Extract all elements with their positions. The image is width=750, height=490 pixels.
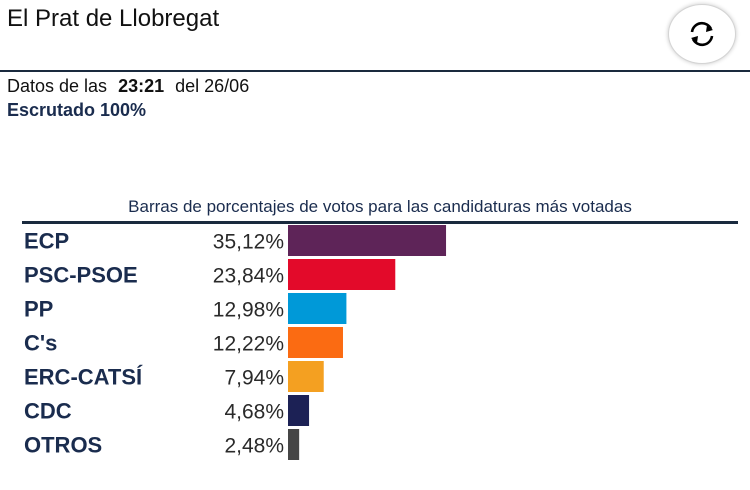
value-label: 12,98% [213, 299, 284, 322]
bar [288, 327, 343, 358]
refresh-button[interactable] [668, 4, 736, 64]
city-title: El Prat de Llobregat [7, 5, 220, 32]
category-label: OTROS [24, 433, 102, 458]
bar [288, 429, 300, 460]
value-label: 12,22% [213, 333, 284, 356]
update-date: del 26/06 [175, 76, 250, 96]
update-time-line: Datos de las 23:21 del 26/06 [7, 76, 249, 97]
value-label: 4,68% [224, 401, 284, 424]
bar [288, 395, 310, 426]
value-label: 2,48% [224, 435, 284, 458]
category-label: C's [24, 331, 57, 356]
category-label: CDC [24, 399, 72, 424]
category-label: PSC-PSOE [24, 263, 138, 288]
scrutiny-status: Escrutado 100% [7, 100, 147, 120]
chart-title: Barras de porcentajes de votos para las … [128, 197, 632, 216]
update-prefix: Datos de las [7, 76, 108, 96]
bar [288, 225, 447, 256]
bar [288, 259, 396, 290]
refresh-icon [690, 21, 714, 47]
value-label: 35,12% [213, 231, 284, 254]
header-divider [0, 70, 750, 72]
value-label: 23,84% [213, 265, 284, 288]
value-label: 7,94% [224, 367, 284, 390]
category-label: PP [24, 297, 53, 322]
category-label: ECP [24, 229, 69, 254]
category-label: ERC-CATSÍ [24, 365, 143, 390]
bar [288, 361, 324, 392]
bar [288, 293, 347, 324]
chart-divider [22, 221, 738, 224]
update-time: 23:21 [118, 76, 165, 96]
